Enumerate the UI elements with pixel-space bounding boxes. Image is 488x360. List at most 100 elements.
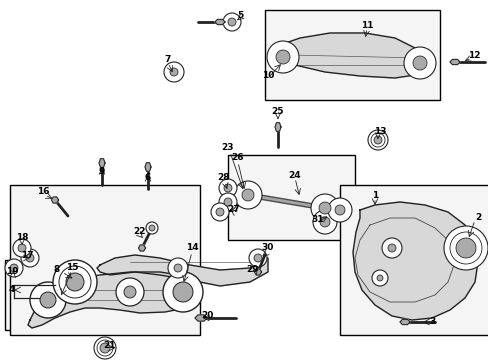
Text: 2: 2 [474,213,480,222]
Text: 10: 10 [261,71,274,80]
Text: 25: 25 [271,108,284,117]
Circle shape [224,198,231,206]
Circle shape [40,292,56,308]
Text: 22: 22 [134,228,146,237]
Text: 15: 15 [65,264,78,273]
Circle shape [234,181,262,209]
Text: 7: 7 [164,55,171,64]
Circle shape [227,18,236,26]
Circle shape [146,222,158,234]
Text: 16: 16 [37,188,49,197]
Text: 4: 4 [9,285,15,294]
Circle shape [266,41,298,73]
Circle shape [319,217,329,227]
Circle shape [66,273,84,291]
Circle shape [94,337,116,359]
Circle shape [371,270,387,286]
Circle shape [242,189,253,201]
Circle shape [412,56,426,70]
Circle shape [219,193,237,211]
Circle shape [223,13,241,31]
Circle shape [26,254,34,262]
Text: 20: 20 [201,310,213,320]
Circle shape [163,62,183,82]
Circle shape [310,194,338,222]
Circle shape [216,208,224,216]
Text: 14: 14 [185,243,198,252]
Circle shape [170,68,178,76]
Circle shape [21,249,39,267]
Polygon shape [28,272,195,328]
Circle shape [327,198,351,222]
Polygon shape [215,19,224,24]
Text: 30: 30 [261,243,274,252]
Circle shape [367,130,387,150]
Circle shape [403,47,435,79]
Circle shape [5,259,23,277]
Circle shape [173,282,193,302]
Polygon shape [274,123,281,131]
Text: 17: 17 [20,251,33,260]
Text: 12: 12 [467,50,479,59]
Circle shape [387,244,395,252]
Circle shape [100,343,110,353]
Polygon shape [278,33,424,78]
Text: 26: 26 [231,153,244,162]
Circle shape [30,282,66,318]
Circle shape [219,179,237,197]
Text: 18: 18 [16,234,28,243]
Circle shape [116,278,143,306]
Text: 11: 11 [360,21,372,30]
Text: 3: 3 [428,318,434,327]
Text: 19: 19 [6,267,18,276]
Circle shape [18,244,26,252]
Circle shape [312,210,336,234]
Bar [264,10,439,100]
Polygon shape [399,319,409,325]
Circle shape [443,226,487,270]
Bar [227,155,354,240]
Polygon shape [97,255,267,286]
Text: 24: 24 [288,171,301,180]
Circle shape [53,260,97,304]
Circle shape [163,272,203,312]
Circle shape [318,202,330,214]
Circle shape [168,258,187,278]
Circle shape [376,275,382,281]
Text: 29: 29 [246,266,259,274]
Text: 13: 13 [373,127,386,136]
Circle shape [373,136,381,144]
Text: 9: 9 [99,167,105,176]
Text: 31: 31 [311,216,324,225]
Polygon shape [145,163,151,171]
Polygon shape [99,159,105,167]
Circle shape [149,225,155,231]
Text: 28: 28 [217,174,230,183]
Circle shape [275,50,289,64]
Text: 5: 5 [236,10,243,19]
Polygon shape [138,245,145,251]
Polygon shape [352,202,477,320]
Text: 23: 23 [221,144,234,153]
Circle shape [381,238,401,258]
Text: 1: 1 [371,190,377,199]
Circle shape [210,203,228,221]
Circle shape [224,184,231,192]
Bar [5,260,100,330]
Bar [339,185,488,335]
Circle shape [174,264,182,272]
Text: 8: 8 [54,266,60,274]
Circle shape [253,254,262,262]
Circle shape [13,239,31,257]
Circle shape [248,249,266,267]
Circle shape [334,205,345,215]
Polygon shape [51,197,59,203]
Text: 21: 21 [103,341,116,350]
Circle shape [455,238,475,258]
Circle shape [124,286,136,298]
Polygon shape [195,315,206,321]
Polygon shape [449,59,459,64]
Text: 6: 6 [144,174,151,183]
Text: 27: 27 [227,206,240,215]
Bar [10,185,200,335]
